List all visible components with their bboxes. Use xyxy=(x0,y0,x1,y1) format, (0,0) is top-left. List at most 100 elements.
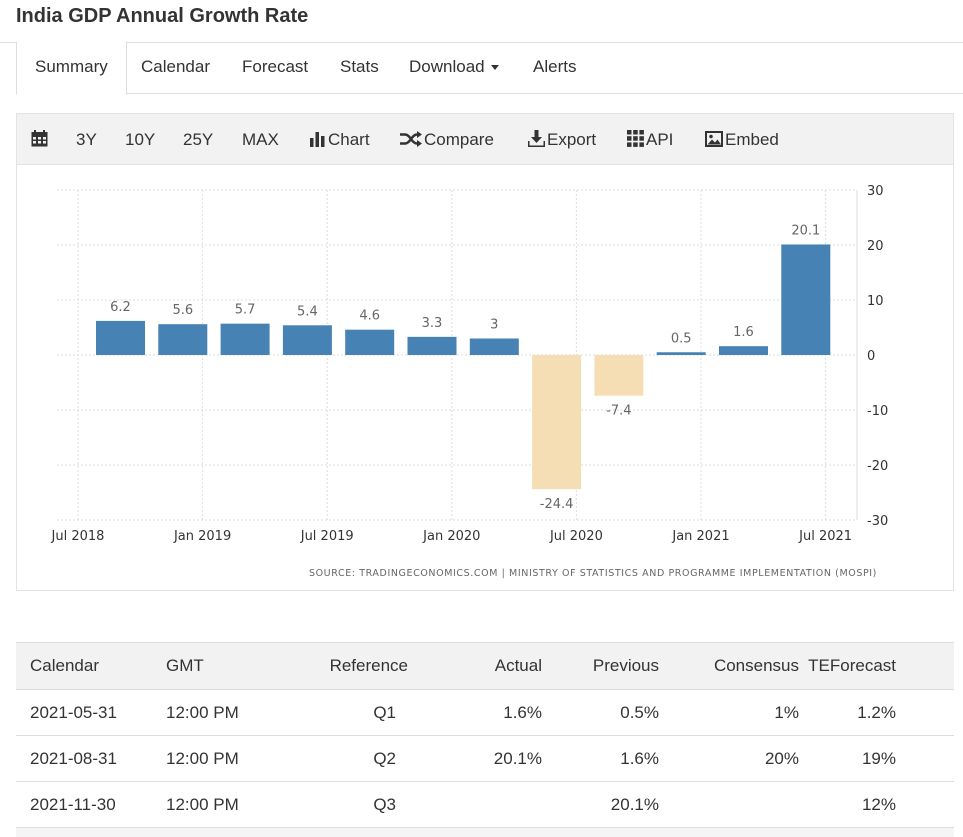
cell-previous: 0.5% xyxy=(542,689,659,736)
column-header-calendar: Calendar xyxy=(16,642,166,690)
export-button[interactable]: Export xyxy=(527,114,597,165)
bar-jan-2019[interactable] xyxy=(220,323,270,355)
cell-consensus: 20% xyxy=(659,735,799,782)
download-icon xyxy=(527,130,546,148)
y-tick-label: -20 xyxy=(867,459,888,474)
cell-actual: 1.6% xyxy=(408,689,542,736)
range-10y-button[interactable]: 10Y xyxy=(125,130,156,149)
cell-reference: Q2 xyxy=(296,735,408,782)
chart-type-button[interactable]: Chart xyxy=(310,114,370,165)
calendar-icon[interactable] xyxy=(31,114,50,165)
grid-icon xyxy=(627,130,644,147)
y-tick-label: 30 xyxy=(867,184,884,199)
table-row-continued xyxy=(16,827,954,837)
chart-source-note: SOURCE: TRADINGECONOMICS.COM | MINISTRY … xyxy=(309,568,877,579)
cell-teforecast: 1.2% xyxy=(799,689,954,736)
compare-button-label: Compare xyxy=(424,130,494,149)
cell-teforecast: 12% xyxy=(799,781,954,828)
x-tick-label: Jul 2018 xyxy=(51,529,105,544)
bar-value-label: 3.3 xyxy=(422,316,443,331)
cell-gmt: 12:00 PM xyxy=(166,689,296,736)
bar-value-label: 20.1 xyxy=(791,223,820,238)
cell-reference: Q3 xyxy=(296,781,408,828)
cell-previous: 20.1% xyxy=(542,781,659,828)
cell-previous: 1.6% xyxy=(542,735,659,782)
bar-jan-2020[interactable] xyxy=(469,338,519,356)
bar-value-label: -24.4 xyxy=(540,497,574,512)
chart-panel: 3Y 10Y 25Y MAX Chart Compare Export API … xyxy=(16,113,954,591)
range-3y-button[interactable]: 3Y xyxy=(76,130,97,149)
page-title: India GDP Annual Growth Rate xyxy=(16,5,309,27)
bar-value-label: -7.4 xyxy=(606,404,631,419)
table-row: 2021-05-31 12:00 PM Q1 1.6% 0.5% 1% 1.2% xyxy=(16,689,954,736)
table-header-row: Calendar GMT Reference Actual Previous C… xyxy=(16,642,954,690)
bar-oct-2018[interactable] xyxy=(158,324,208,355)
cell-calendar: 2021-08-31 xyxy=(16,735,166,782)
bar-apr-2020[interactable] xyxy=(532,355,582,490)
tab-calendar[interactable]: Calendar xyxy=(141,57,210,76)
tab-bar: Summary Calendar Forecast Stats Download… xyxy=(16,42,963,95)
tab-forecast[interactable]: Forecast xyxy=(242,57,309,76)
bar-oct-2020[interactable] xyxy=(656,352,706,355)
bar-jan-2021[interactable] xyxy=(719,346,768,355)
cell-calendar: 2021-11-30 xyxy=(16,781,166,828)
range-25y-button[interactable]: 25Y xyxy=(183,130,214,149)
table-row: 2021-11-30 12:00 PM Q3 20.1% 12% xyxy=(16,781,954,828)
bar-value-label: 4.6 xyxy=(359,309,380,324)
cell-teforecast: 19% xyxy=(799,735,954,782)
export-button-label: Export xyxy=(547,130,597,149)
y-tick-label: -30 xyxy=(867,514,888,529)
api-button-label: API xyxy=(646,130,674,149)
range-max-button[interactable]: MAX xyxy=(242,130,279,149)
x-tick-label: Jan 2021 xyxy=(671,529,729,544)
table-row: 2021-08-31 12:00 PM Q2 20.1% 1.6% 20% 19… xyxy=(16,735,954,782)
bar-value-label: 6.2 xyxy=(110,300,131,315)
cell-gmt: 12:00 PM xyxy=(166,735,296,782)
cell-consensus xyxy=(659,781,799,828)
calendar-table: Calendar GMT Reference Actual Previous C… xyxy=(16,642,954,837)
caret-down-icon xyxy=(490,65,499,71)
bar-jul-2018[interactable] xyxy=(96,320,145,355)
cell-reference: Q1 xyxy=(296,689,408,736)
x-tick-label: Jul 2019 xyxy=(300,529,354,544)
y-tick-label: 10 xyxy=(867,294,884,309)
chart-button-label: Chart xyxy=(328,130,370,149)
column-header-reference: Reference xyxy=(296,642,408,690)
compare-button[interactable]: Compare xyxy=(400,114,494,165)
table-row xyxy=(16,827,954,837)
tab-summary[interactable]: Summary xyxy=(16,42,127,95)
tab-download[interactable]: Download xyxy=(409,42,499,94)
tab-stats[interactable]: Stats xyxy=(340,57,379,76)
bar-apr-2019[interactable] xyxy=(282,325,332,355)
bar-value-label: 0.5 xyxy=(671,331,692,346)
cell-actual: 20.1% xyxy=(408,735,542,782)
api-button[interactable]: API xyxy=(627,114,673,165)
title-divider xyxy=(0,42,963,43)
cell-actual xyxy=(408,781,542,828)
gdp-bar-chart: 6.2 5.6 5.7 5.4 4.6 3.3 3 -24.4 -7.4 0.5 1.6 20.1 3… xyxy=(51,184,889,579)
bar-jul-2020[interactable] xyxy=(594,355,644,396)
chart-axes: 30 20 10 0 -10 -20 -30 Jul 2018 Jan 2019 Jul 2019… xyxy=(51,184,889,544)
tab-alerts[interactable]: Alerts xyxy=(533,57,577,76)
x-tick-label: Jul 2020 xyxy=(549,529,603,544)
tab-download-label: Download xyxy=(409,57,485,76)
bar-value-label: 3 xyxy=(490,318,498,333)
y-tick-label: -10 xyxy=(867,404,888,419)
cell-gmt: 12:00 PM xyxy=(166,781,296,828)
y-tick-label: 0 xyxy=(867,349,875,364)
bar-jul-2019[interactable] xyxy=(345,329,395,355)
embed-button[interactable]: Embed xyxy=(705,114,779,165)
cell-consensus: 1% xyxy=(659,689,799,736)
bar-oct-2019[interactable] xyxy=(407,336,457,355)
chart-value-labels: 6.2 5.6 5.7 5.4 4.6 3.3 3 -24.4 -7.4 0.5 1.6 20.1 xyxy=(110,223,820,512)
column-header-consensus: Consensus xyxy=(659,642,799,690)
bar-value-label: 5.7 xyxy=(235,303,256,318)
bar-value-label: 5.4 xyxy=(297,304,318,319)
column-header-gmt: GMT xyxy=(166,642,296,690)
column-header-previous: Previous xyxy=(542,642,659,690)
column-header-actual: Actual xyxy=(408,642,542,690)
image-icon xyxy=(705,131,723,147)
bar-value-label: 5.6 xyxy=(172,303,193,318)
bar-apr-2021[interactable] xyxy=(781,244,831,355)
shuffle-icon xyxy=(400,131,422,147)
